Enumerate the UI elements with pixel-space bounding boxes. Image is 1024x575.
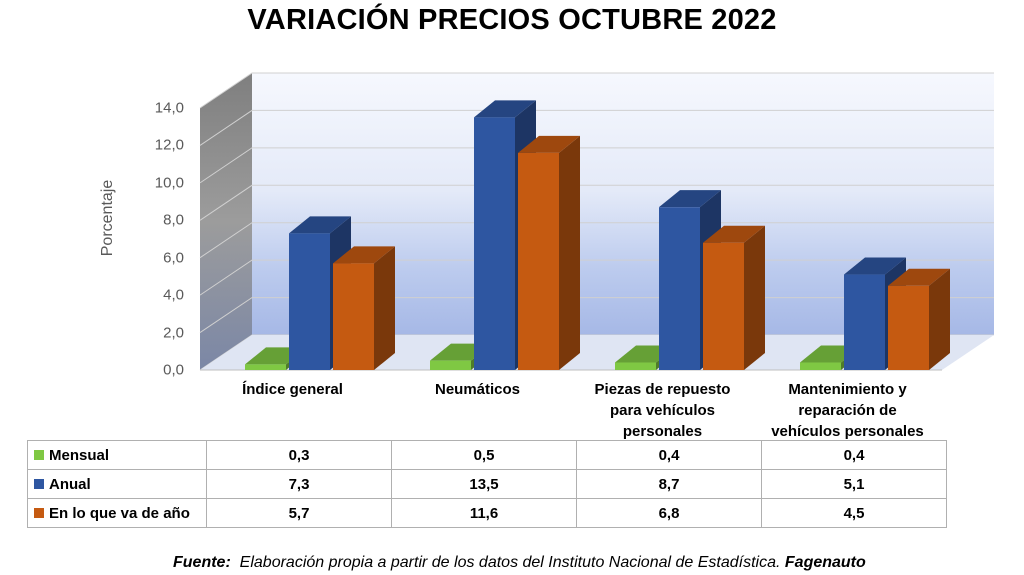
bar-front xyxy=(615,362,656,370)
legend-label: En lo que va de año xyxy=(49,504,190,522)
y-tick-label: 4,0 xyxy=(163,286,184,304)
y-tick-label: 14,0 xyxy=(154,99,184,117)
legend-entry: Anual xyxy=(27,469,207,499)
bar-top xyxy=(289,216,351,234)
gridline xyxy=(199,184,994,221)
table-cell: 5,1 xyxy=(761,469,947,499)
category-label-line: Índice general xyxy=(242,381,343,398)
bar-front xyxy=(659,207,700,370)
bar-front xyxy=(844,274,885,370)
bar-en-lo-que-va-de-año xyxy=(703,225,765,370)
y-tick-label: 8,0 xyxy=(163,211,184,229)
source-note: Fuente: Elaboración propia a partir de l… xyxy=(173,554,866,572)
chart-floor xyxy=(200,335,994,370)
side-wall xyxy=(200,73,252,370)
bar-front xyxy=(800,362,841,370)
table-cell: 0,4 xyxy=(576,440,762,470)
category-label-line: Mantenimiento y xyxy=(788,381,907,398)
category-label-line: para vehículos xyxy=(609,402,716,419)
category-label: Piezas de repuesto para vehículos personal… xyxy=(573,379,753,442)
table-cell: 7,3 xyxy=(206,469,392,499)
table-cell: 6,8 xyxy=(576,498,762,528)
bar-front xyxy=(474,117,515,370)
y-tick-label: 12,0 xyxy=(154,136,184,154)
y-tick-label: 6,0 xyxy=(163,249,184,267)
table-row: Anual 7,3 13,5 8,7 5,1 xyxy=(27,469,947,499)
y-axis-label: Porcentaje xyxy=(99,179,116,257)
bar-front xyxy=(245,364,286,370)
bar-top xyxy=(844,257,906,275)
bar-side xyxy=(744,225,765,370)
category-label: Neumáticos xyxy=(388,379,568,400)
bar-front xyxy=(518,152,559,370)
bar-top xyxy=(518,135,580,153)
legend-swatch xyxy=(34,449,44,460)
table-cell: 13,5 xyxy=(391,469,577,499)
legend-swatch xyxy=(34,478,44,489)
table-cell: 11,6 xyxy=(391,498,577,528)
category-label: Índice general xyxy=(203,379,383,400)
bar-front xyxy=(888,285,929,370)
gridline xyxy=(199,72,994,109)
bar-top xyxy=(888,268,950,286)
bar-top xyxy=(659,190,721,208)
y-tick-label: 0,0 xyxy=(163,361,184,379)
bar-side xyxy=(374,246,395,370)
table-cell: 5,7 xyxy=(206,498,392,528)
category-label-line: personales xyxy=(622,423,703,440)
table-row: Mensual 0,3 0,5 0,4 0,4 xyxy=(27,440,947,470)
table-row: En lo que va de año 5,7 11,6 6,8 4,5 xyxy=(27,498,947,528)
y-tick-label: 2,0 xyxy=(163,324,184,342)
bar-top xyxy=(703,225,765,243)
gridline xyxy=(199,147,994,184)
bar-en-lo-que-va-de-año xyxy=(888,268,950,370)
y-tick-label: 10,0 xyxy=(154,174,184,192)
data-table: Mensual 0,3 0,5 0,4 0,4 Anual 7,3 13,5 8,7 5,1 En … xyxy=(27,440,947,528)
table-cell: 4,5 xyxy=(761,498,947,528)
legend-label: Mensual xyxy=(49,446,110,464)
bar-en-lo-que-va-de-año xyxy=(518,135,580,370)
bar-side xyxy=(559,135,580,370)
source-brand: Fagenauto xyxy=(784,554,866,571)
category-label-line: Neumáticos xyxy=(434,381,521,398)
bar-front xyxy=(430,360,471,370)
bar-en-lo-que-va-de-año xyxy=(333,246,395,370)
legend-entry: Mensual xyxy=(27,440,207,470)
legend-swatch xyxy=(34,507,44,518)
legend-entry: En lo que va de año xyxy=(27,498,207,528)
category-label-line: reparación de xyxy=(798,402,897,419)
table-cell: 0,5 xyxy=(391,440,577,470)
category-label-line: Piezas de repuesto xyxy=(594,381,731,398)
bar-side xyxy=(929,268,950,370)
source-label: Fuente: xyxy=(173,554,231,571)
source-text: Elaboración propia a partir de los datos… xyxy=(239,554,781,571)
bar-front xyxy=(703,242,744,370)
gridline xyxy=(199,109,994,146)
chart-plot xyxy=(199,72,994,371)
table-cell: 0,4 xyxy=(761,440,947,470)
bar-front xyxy=(333,263,374,370)
category-label: Mantenimiento y reparación de vehículos pe… xyxy=(758,379,938,442)
legend-label: Anual xyxy=(49,475,91,493)
table-cell: 8,7 xyxy=(576,469,762,499)
bar-front xyxy=(289,233,330,370)
table-cell: 0,3 xyxy=(206,440,392,470)
category-label-line: vehículos personales xyxy=(771,423,924,440)
gridline xyxy=(199,222,994,259)
bar-top xyxy=(333,246,395,264)
chart-title: VARIACIÓN PRECIOS OCTUBRE 2022 xyxy=(247,4,777,36)
bar-top xyxy=(474,100,536,118)
